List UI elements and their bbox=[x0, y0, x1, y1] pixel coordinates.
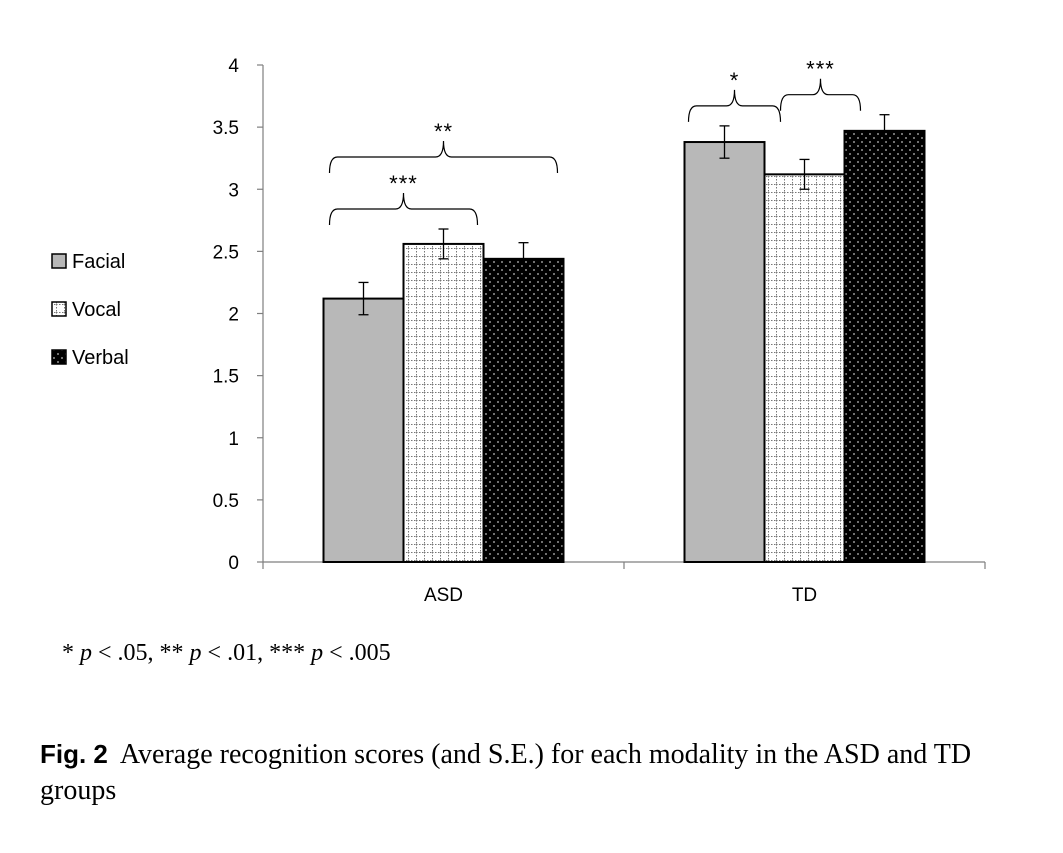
y-tick-label: 0.5 bbox=[213, 491, 239, 512]
footnote-threshold-1: < .05, bbox=[92, 640, 154, 666]
footnote-threshold-2: < .01, bbox=[201, 640, 264, 666]
y-tick-label: 2.5 bbox=[213, 242, 239, 263]
significance-bracket bbox=[328, 193, 479, 226]
bar-facial-asd bbox=[322, 297, 405, 563]
bar-verbal-asd bbox=[482, 257, 565, 563]
bar-chart: 00.511.522.533.54 ASD TD ****** *** Facial… bbox=[51, 56, 986, 606]
bar-facial-td bbox=[683, 141, 766, 563]
figure-label: Fig. 2 bbox=[40, 739, 108, 769]
y-tick-label: 3 bbox=[228, 180, 239, 201]
significance-label: * bbox=[730, 68, 740, 93]
significance-bracket bbox=[687, 89, 782, 122]
legend-swatch-verbal bbox=[51, 349, 67, 365]
footnote-stars-1: * bbox=[62, 640, 74, 666]
footnote-stars-3: *** bbox=[263, 640, 306, 666]
y-tick-label: 3.5 bbox=[213, 118, 239, 139]
legend-label-vocal: Vocal bbox=[72, 299, 121, 321]
figure-caption-text: Average recognition scores (and S.E.) fo… bbox=[40, 739, 972, 806]
legend: Facial Vocal Verbal bbox=[51, 251, 129, 369]
footnote-p-1: p bbox=[80, 640, 92, 666]
y-tick-label: 4 bbox=[228, 56, 239, 77]
bar-verbal-td bbox=[843, 129, 926, 563]
footnote-p-3: p bbox=[311, 640, 324, 666]
bar-vocal-asd bbox=[402, 242, 485, 563]
bar-vocal-td bbox=[763, 173, 846, 563]
legend-label-verbal: Verbal bbox=[72, 347, 129, 369]
x-axis: ASD TD bbox=[262, 561, 986, 606]
significance-bracket bbox=[328, 141, 559, 174]
figure-caption: Fig. 2 Average recognition scores (and S.… bbox=[40, 736, 1030, 809]
y-tick-label: 1 bbox=[228, 429, 239, 450]
footnote-p-2: p bbox=[189, 640, 202, 666]
significance-footnote: * p < .05, ** p < .01, *** p < .005 bbox=[62, 640, 391, 667]
significance-brackets: ****** *** bbox=[328, 57, 862, 226]
y-tick-label: 0 bbox=[228, 553, 239, 574]
bars bbox=[322, 129, 926, 563]
significance-label: *** bbox=[806, 57, 835, 82]
y-tick-label: 1.5 bbox=[213, 367, 239, 388]
footnote-threshold-3: < .005 bbox=[323, 640, 391, 666]
y-tick-label: 2 bbox=[228, 305, 239, 326]
error-bars bbox=[358, 114, 890, 316]
significance-bracket bbox=[779, 78, 862, 111]
legend-swatch-facial bbox=[51, 253, 67, 269]
significance-label: *** bbox=[389, 171, 418, 196]
y-axis: 0 0.5 1 1.5 2 2.5 3 3.5 4 bbox=[213, 56, 264, 574]
legend-swatch-vocal bbox=[51, 301, 67, 317]
footnote-stars-2: ** bbox=[153, 640, 184, 666]
legend-label-facial: Facial bbox=[72, 251, 125, 273]
x-category-label: TD bbox=[792, 585, 817, 606]
significance-label: ** bbox=[434, 119, 453, 144]
x-category-label: ASD bbox=[424, 585, 463, 606]
